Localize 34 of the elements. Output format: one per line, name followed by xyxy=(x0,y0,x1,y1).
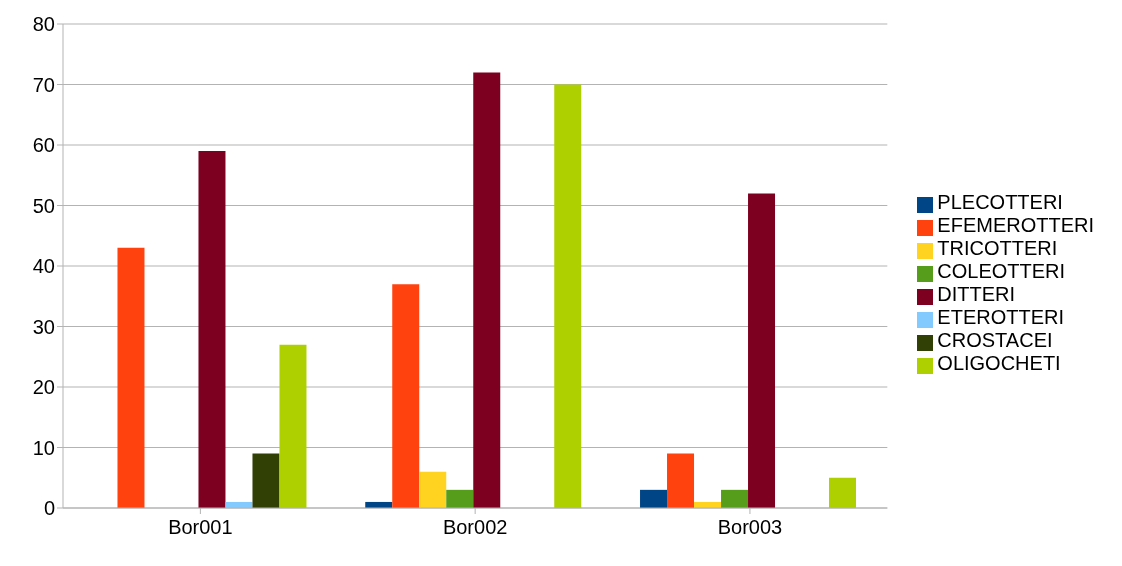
bar xyxy=(667,453,695,508)
legend-label: ETEROTTERI xyxy=(937,306,1064,328)
bar xyxy=(473,72,501,508)
legend-label: OLIGOCHETI xyxy=(937,352,1061,374)
x-tick-label: Bor003 xyxy=(717,516,783,539)
legend-label: PLECOTTERI xyxy=(937,191,1063,213)
y-tick-label: 30 xyxy=(32,315,55,338)
bar xyxy=(252,453,280,508)
y-tick-label: 60 xyxy=(32,134,55,157)
bar xyxy=(419,471,447,508)
y-tick-label: 50 xyxy=(32,194,55,217)
bar xyxy=(748,193,776,508)
x-tick-label: Bor002 xyxy=(442,516,508,539)
y-tick-label: 20 xyxy=(32,376,55,399)
y-tick-label: 80 xyxy=(32,13,55,36)
legend-label: COLEOTTERI xyxy=(937,260,1066,282)
bar xyxy=(721,489,749,508)
legend-label: TRICOTTERI xyxy=(937,237,1058,259)
y-tick-label: 10 xyxy=(32,436,55,459)
bar xyxy=(198,151,226,508)
bar xyxy=(640,489,668,508)
bar xyxy=(554,84,582,508)
legend-label: DITTERI xyxy=(937,283,1016,305)
y-tick-label: 0 xyxy=(43,497,55,520)
y-tick-label: 70 xyxy=(32,73,55,96)
bar xyxy=(279,344,307,508)
bar xyxy=(446,489,474,508)
legend-label: CROSTACEI xyxy=(937,329,1053,351)
x-tick-label: Bor001 xyxy=(168,516,233,539)
bar xyxy=(117,247,145,508)
bar xyxy=(829,477,857,508)
bar xyxy=(392,284,420,508)
y-tick-label: 40 xyxy=(32,255,55,278)
legend-label: EFEMEROTTERI xyxy=(937,214,1094,236)
